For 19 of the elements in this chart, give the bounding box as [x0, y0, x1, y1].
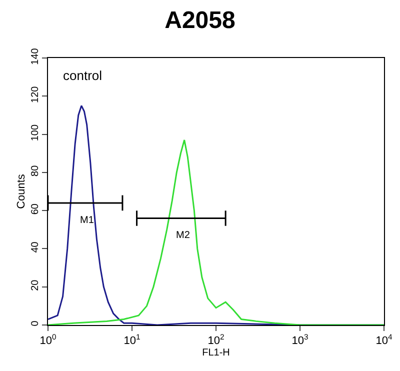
x-tick-label: 10$^{4}$: [376, 332, 393, 348]
annotation: control: [63, 68, 102, 83]
annotation: M1: [80, 215, 94, 226]
annotation: M2: [176, 230, 190, 241]
y-tick-label: 120: [30, 86, 41, 103]
y-axis-title: Counts: [16, 174, 28, 209]
y-tick-label: 40: [30, 241, 41, 253]
x-axis-title: FL1-H: [202, 348, 230, 359]
y-tick-label: 60: [30, 203, 41, 215]
y-tick-label: 20: [30, 279, 41, 291]
x-tick-label: 10$^{3}$: [292, 332, 308, 348]
y-tick-label: 100: [30, 124, 41, 142]
x-tick-label: 10$^{2}$: [208, 332, 224, 348]
x-tick-label: 10$^{1}$: [124, 332, 140, 348]
y-tick-label: 140: [30, 48, 41, 65]
x-tick-label: 10$^{0}$: [40, 332, 56, 348]
y-tick-label: 0: [30, 320, 41, 326]
chart-title: A2058: [164, 6, 236, 34]
y-tick-label: 80: [30, 164, 41, 176]
